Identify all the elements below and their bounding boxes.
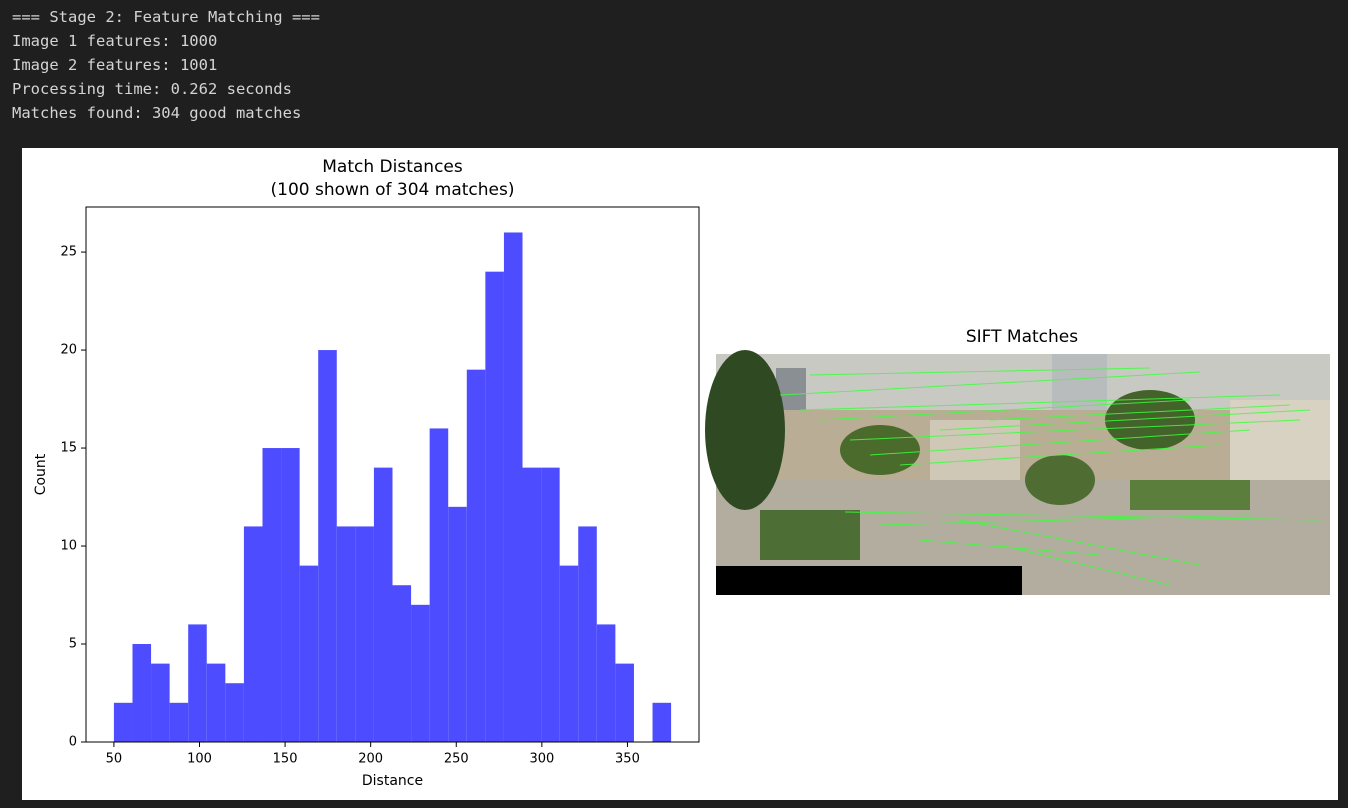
photo-padding bbox=[716, 566, 1022, 595]
bar bbox=[281, 448, 300, 742]
bar bbox=[373, 467, 393, 742]
x-tick-label: 250 bbox=[444, 752, 469, 767]
photo-tree bbox=[705, 350, 785, 510]
bar bbox=[559, 565, 579, 742]
photo-tower bbox=[1052, 354, 1107, 414]
y-tick-label: 0 bbox=[69, 735, 77, 750]
x-axis-label: Distance bbox=[362, 773, 423, 789]
bar bbox=[615, 663, 634, 742]
x-tick-label: 100 bbox=[187, 752, 212, 767]
bar bbox=[485, 271, 504, 742]
bar bbox=[206, 663, 226, 742]
bar bbox=[503, 232, 523, 742]
match-line bbox=[989, 404, 1291, 421]
match-line bbox=[869, 429, 1251, 456]
photo-lawn bbox=[1130, 480, 1250, 510]
photo-lawn bbox=[760, 510, 860, 560]
y-axis-label: Count bbox=[33, 453, 49, 495]
console-line: Processing time: 0.262 seconds bbox=[12, 80, 292, 98]
bar bbox=[652, 702, 672, 742]
bar bbox=[225, 683, 244, 742]
photo-tree bbox=[840, 425, 920, 475]
match-line bbox=[799, 394, 1281, 411]
bar bbox=[448, 506, 467, 742]
image-title: SIFT Matches bbox=[966, 327, 1078, 347]
bar bbox=[188, 624, 207, 742]
bar bbox=[169, 702, 189, 742]
x-tick-label: 150 bbox=[273, 752, 298, 767]
plot-frame bbox=[85, 206, 700, 743]
match-line bbox=[999, 544, 1171, 586]
chart-title: Match Distances bbox=[322, 157, 463, 177]
bar bbox=[132, 644, 152, 742]
console-line: Image 2 features: 1001 bbox=[12, 56, 218, 74]
chart-subtitle: (100 shown of 304 matches) bbox=[271, 180, 515, 200]
bar bbox=[392, 585, 412, 742]
match-line bbox=[879, 514, 1251, 526]
match-line bbox=[844, 511, 1321, 521]
y-tick-label: 25 bbox=[60, 245, 77, 260]
bar bbox=[429, 428, 449, 742]
match-lines bbox=[779, 367, 1321, 586]
x-tick-label: 50 bbox=[106, 752, 123, 767]
bar bbox=[299, 565, 319, 742]
match-line bbox=[899, 444, 1221, 466]
bar bbox=[262, 448, 282, 742]
match-line bbox=[819, 399, 1191, 421]
y-tick-label: 15 bbox=[60, 441, 77, 456]
x-tick-label: 350 bbox=[615, 752, 640, 767]
photo-tree bbox=[1025, 455, 1095, 505]
y-tick-label: 20 bbox=[60, 343, 77, 358]
bar bbox=[411, 604, 430, 742]
x-tick-label: 200 bbox=[358, 752, 383, 767]
match-line bbox=[849, 419, 1301, 441]
bar bbox=[466, 369, 486, 742]
bar bbox=[541, 467, 560, 742]
bar bbox=[318, 350, 337, 742]
match-line bbox=[939, 409, 1311, 431]
x-tick-label: 300 bbox=[529, 752, 554, 767]
bar bbox=[355, 526, 374, 742]
match-line bbox=[809, 367, 1151, 376]
console-line: Matches found: 304 good matches bbox=[12, 104, 302, 122]
match-line bbox=[779, 371, 1201, 396]
bar bbox=[336, 526, 356, 742]
match-line bbox=[959, 519, 1201, 566]
photo bbox=[705, 350, 1330, 595]
bar bbox=[151, 663, 170, 742]
bar bbox=[596, 624, 616, 742]
bar bbox=[243, 526, 263, 742]
bar bbox=[113, 702, 133, 742]
bar bbox=[522, 467, 542, 742]
bar bbox=[578, 526, 597, 742]
console-line: Image 1 features: 1000 bbox=[12, 32, 218, 50]
console-output: === Stage 2: Feature Matching === Image 1… bbox=[12, 5, 320, 125]
console-line: === Stage 2: Feature Matching === bbox=[12, 8, 320, 26]
y-tick-label: 5 bbox=[69, 637, 77, 652]
y-tick-label: 10 bbox=[60, 539, 77, 554]
